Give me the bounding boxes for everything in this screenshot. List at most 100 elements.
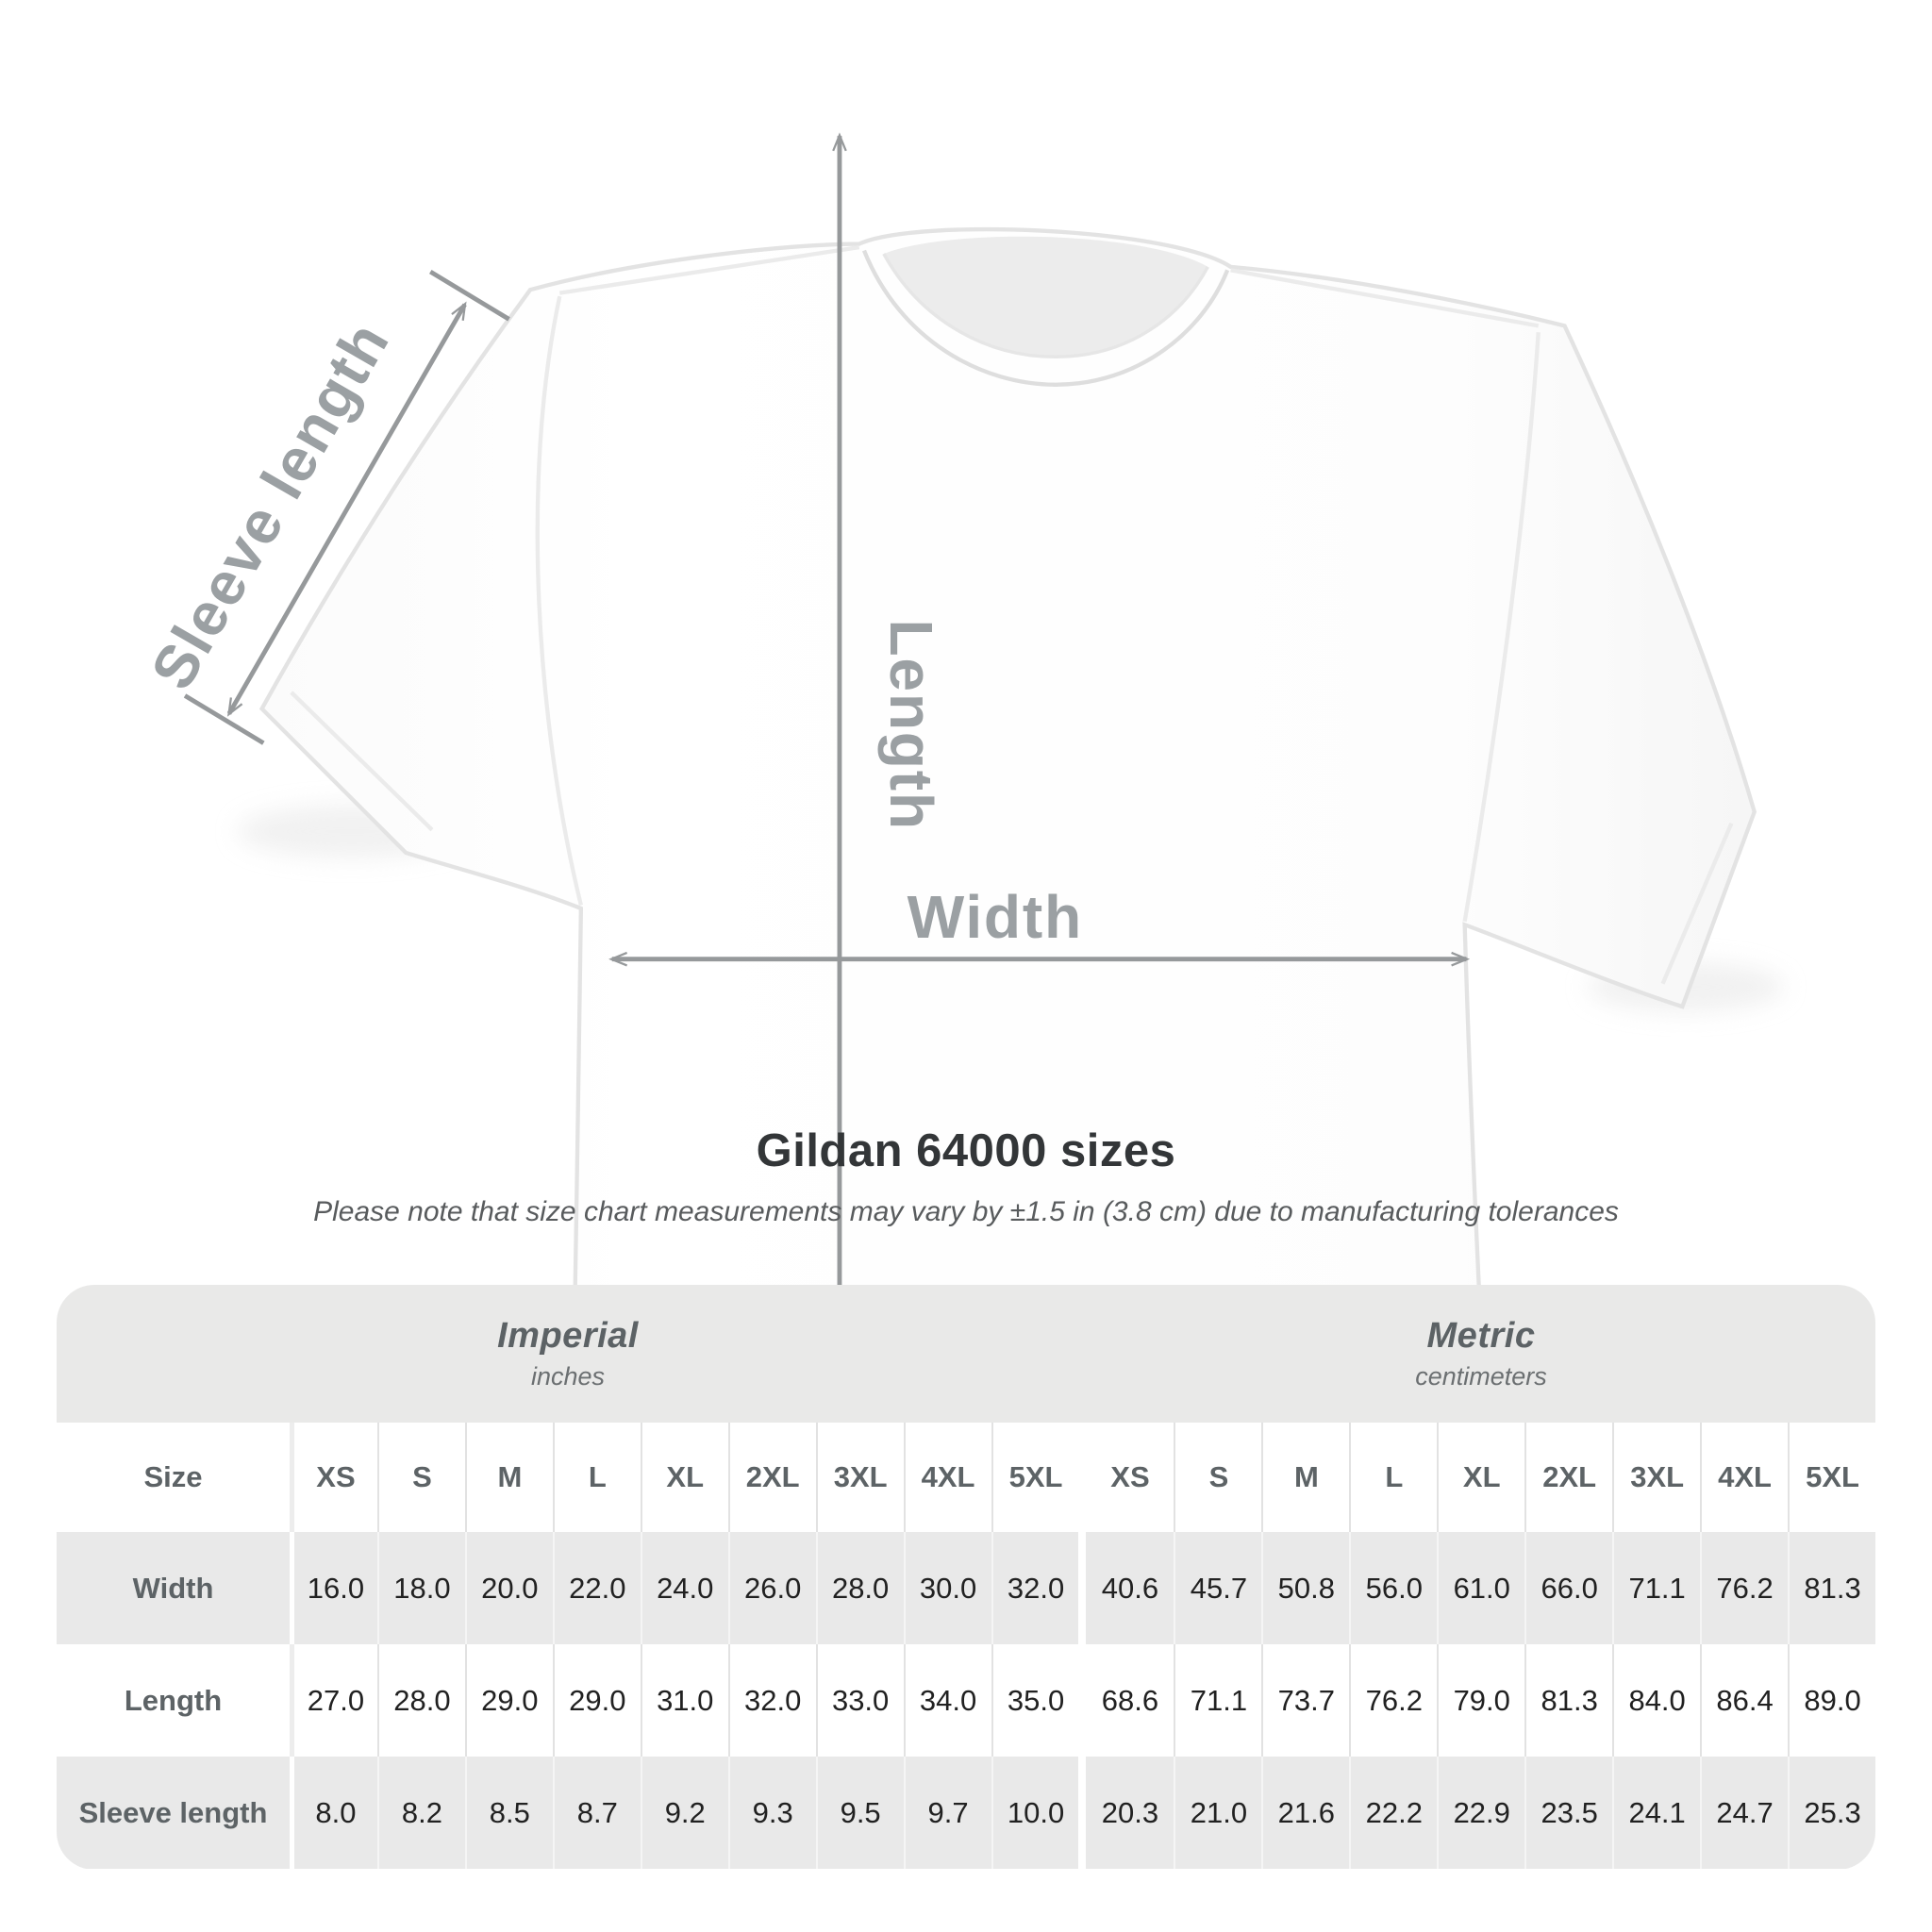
value-cell: 22.0 bbox=[552, 1532, 641, 1644]
band-gap bbox=[1079, 1285, 1087, 1423]
value-cell: 16.0 bbox=[290, 1532, 377, 1644]
value-cell: 79.0 bbox=[1437, 1644, 1524, 1757]
value-cell: 84.0 bbox=[1612, 1644, 1700, 1757]
value-cell: 28.0 bbox=[376, 1644, 465, 1757]
value-cell: 8.0 bbox=[290, 1757, 377, 1869]
value-cell: 50.8 bbox=[1261, 1532, 1349, 1644]
value-cell: 22.2 bbox=[1349, 1757, 1437, 1869]
value-cell: 76.2 bbox=[1700, 1532, 1788, 1644]
column-header: S bbox=[1174, 1423, 1261, 1532]
value-cell: 10.0 bbox=[991, 1757, 1079, 1869]
column-header: 3XL bbox=[1612, 1423, 1700, 1532]
column-header: S bbox=[376, 1423, 465, 1532]
value-cell: 24.0 bbox=[640, 1532, 728, 1644]
value-cell: 71.1 bbox=[1174, 1644, 1261, 1757]
value-cell: 8.2 bbox=[376, 1757, 465, 1869]
value-cell: 27.0 bbox=[290, 1644, 377, 1757]
row-label: Length bbox=[124, 1683, 223, 1717]
table-row: Size XS S M L XL 2XL 3XL 4XL 5XL XS S M L XL 2XL 3XL 4XL 5… bbox=[57, 1423, 1875, 1532]
table-row: Length 27.0 28.0 29.0 29.0 31.0 32.0 33.0 34.0 35… bbox=[57, 1644, 1875, 1757]
table-row: Sleeve length 8.0 8.2 8.5 8.7 9.2 9.3 9.5 9.7 10.… bbox=[57, 1757, 1875, 1869]
column-header: M bbox=[1261, 1423, 1349, 1532]
value-cell: 61.0 bbox=[1437, 1532, 1524, 1644]
value-cell: 71.1 bbox=[1612, 1532, 1700, 1644]
value-cell: 81.3 bbox=[1524, 1644, 1612, 1757]
shirt-collar bbox=[861, 236, 1230, 387]
column-header: XL bbox=[640, 1423, 728, 1532]
size-header-cell: Size bbox=[143, 1460, 203, 1493]
column-header: XS bbox=[290, 1423, 377, 1532]
value-cell: 68.6 bbox=[1101, 1683, 1159, 1717]
column-header: L bbox=[1349, 1423, 1437, 1532]
imperial-unit: inches bbox=[530, 1362, 606, 1391]
value-cell: 66.0 bbox=[1524, 1532, 1612, 1644]
row-label: Sleeve length bbox=[78, 1795, 268, 1829]
value-cell: 28.0 bbox=[815, 1532, 904, 1644]
metric-unit: centimeters bbox=[1415, 1362, 1547, 1391]
section-gap bbox=[1078, 1757, 1087, 1869]
table-rows: Size XS S M L XL 2XL 3XL 4XL 5XL XS S M L XL 2XL 3XL 4XL 5… bbox=[57, 1423, 1875, 1869]
value-cell: 8.7 bbox=[552, 1757, 641, 1869]
row-label: Width bbox=[132, 1571, 214, 1605]
value-cell: 9.2 bbox=[640, 1757, 728, 1869]
value-cell: 29.0 bbox=[464, 1644, 553, 1757]
table-header-band: Imperial inches Metric centimeters bbox=[57, 1285, 1875, 1423]
size-table: Imperial inches Metric centimeters Size X… bbox=[57, 1285, 1875, 1870]
value-cell: 26.0 bbox=[727, 1532, 816, 1644]
value-cell: 20.0 bbox=[464, 1532, 553, 1644]
column-header: M bbox=[464, 1423, 553, 1532]
sleeve-tick-top bbox=[429, 270, 510, 322]
value-cell: 18.0 bbox=[376, 1532, 465, 1644]
value-cell: 35.0 bbox=[991, 1644, 1079, 1757]
value-cell: 21.6 bbox=[1261, 1757, 1349, 1869]
value-cell: 32.0 bbox=[991, 1532, 1079, 1644]
value-cell: 24.1 bbox=[1612, 1757, 1700, 1869]
width-label: Width bbox=[908, 883, 1083, 951]
value-cell: 81.3 bbox=[1788, 1532, 1875, 1644]
value-cell: 56.0 bbox=[1349, 1532, 1437, 1644]
value-cell: 23.5 bbox=[1524, 1757, 1612, 1869]
section-gap bbox=[1078, 1532, 1087, 1644]
column-header: 3XL bbox=[815, 1423, 904, 1532]
value-cell: 34.0 bbox=[903, 1644, 991, 1757]
length-label: Length bbox=[877, 619, 945, 830]
value-cell: 89.0 bbox=[1788, 1644, 1875, 1757]
value-cell: 30.0 bbox=[903, 1532, 991, 1644]
value-cell: 73.7 bbox=[1261, 1644, 1349, 1757]
imperial-header: Imperial inches bbox=[57, 1285, 1079, 1423]
table-row: Width 16.0 18.0 20.0 22.0 24.0 26.0 28.0 30.0 32.… bbox=[57, 1532, 1875, 1644]
sleeve-length-arrow bbox=[226, 301, 467, 717]
column-header: 4XL bbox=[903, 1423, 991, 1532]
value-cell: 21.0 bbox=[1174, 1757, 1261, 1869]
column-header: 2XL bbox=[727, 1423, 816, 1532]
imperial-label: Imperial bbox=[497, 1316, 639, 1356]
column-header: 4XL bbox=[1700, 1423, 1788, 1532]
value-cell: 8.5 bbox=[464, 1757, 553, 1869]
value-cell: 76.2 bbox=[1349, 1644, 1437, 1757]
sleeve-tick-bottom bbox=[183, 693, 265, 745]
column-header: 2XL bbox=[1524, 1423, 1612, 1532]
value-cell: 31.0 bbox=[640, 1644, 728, 1757]
metric-label: Metric bbox=[1426, 1316, 1536, 1356]
column-header: L bbox=[552, 1423, 641, 1532]
section-gap bbox=[1078, 1423, 1087, 1532]
value-cell: 9.7 bbox=[903, 1757, 991, 1869]
value-cell: 9.3 bbox=[727, 1757, 816, 1869]
value-cell: 40.6 bbox=[1101, 1571, 1159, 1605]
value-cell: 9.5 bbox=[815, 1757, 904, 1869]
value-cell: 45.7 bbox=[1174, 1532, 1261, 1644]
value-cell: 20.3 bbox=[1101, 1795, 1159, 1829]
column-header: 5XL bbox=[991, 1423, 1079, 1532]
value-cell: 33.0 bbox=[815, 1644, 904, 1757]
page-subtitle: Please note that size chart measurements… bbox=[313, 1196, 1619, 1227]
metric-header: Metric centimeters bbox=[1087, 1285, 1875, 1423]
measurement-annotations bbox=[183, 132, 1471, 1783]
value-cell: 29.0 bbox=[552, 1644, 641, 1757]
value-cell: 22.9 bbox=[1437, 1757, 1524, 1869]
page-title: Gildan 64000 sizes bbox=[756, 1125, 1176, 1176]
value-cell: 24.7 bbox=[1700, 1757, 1788, 1869]
section-gap bbox=[1078, 1644, 1087, 1757]
value-cell: 25.3 bbox=[1788, 1757, 1875, 1869]
column-header: 5XL bbox=[1788, 1423, 1875, 1532]
